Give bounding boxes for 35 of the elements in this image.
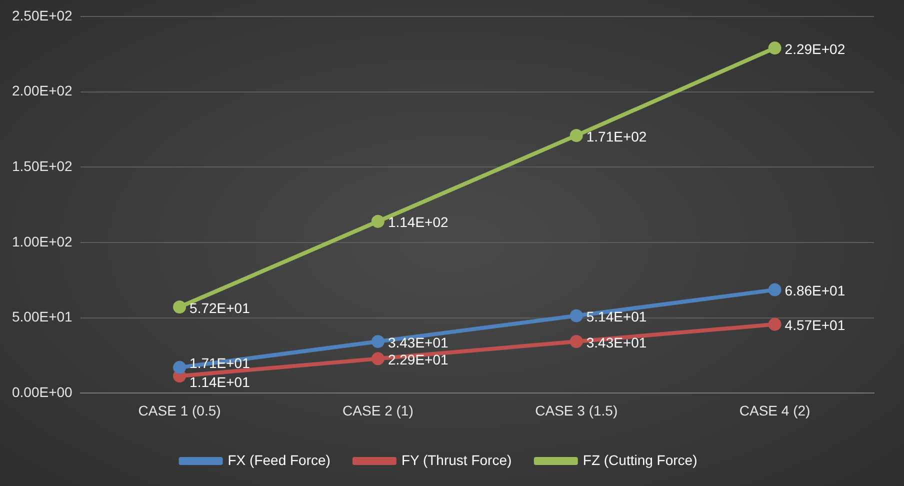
y-tick-label: 5.00E+01 [12, 308, 73, 325]
data-label: 2.29E+01 [388, 352, 449, 368]
point [173, 300, 186, 314]
legend-label: FX (Feed Force) [228, 452, 330, 468]
point [570, 335, 583, 348]
data-label: 3.43E+01 [586, 334, 647, 350]
y-tick-label: 1.00E+02 [12, 233, 73, 250]
x-tick-label: CASE 3 (1.5) [535, 402, 618, 418]
legend-label: FY (Thrust Force) [401, 452, 512, 468]
y-tick-label: 1.50E+02 [12, 158, 73, 174]
point [768, 283, 782, 296]
point [371, 352, 384, 366]
data-label: 2.29E+02 [784, 40, 846, 57]
x-tick-label: CASE 2 (1) [342, 402, 414, 418]
point [371, 214, 384, 228]
y-tick-label: 0.00E+00 [12, 384, 73, 400]
data-label: 1.71E+02 [586, 128, 647, 144]
data-label: 3.43E+01 [388, 334, 449, 350]
x-tick-label: CASE 4 (2) [739, 402, 810, 418]
data-label: 1.14E+02 [388, 214, 449, 230]
data-label: 4.57E+01 [784, 317, 846, 334]
data-label: 5.72E+01 [190, 300, 250, 316]
data-label: 5.14E+01 [586, 308, 647, 325]
data-label: 1.14E+01 [190, 374, 250, 390]
legend-label: FZ (Cutting Force) [582, 452, 698, 468]
x-tick-label: CASE 1 (0.5) [138, 402, 221, 418]
y-tick-label: 2.00E+02 [12, 82, 73, 99]
point [173, 360, 186, 374]
data-label: 6.86E+01 [784, 282, 846, 299]
point [570, 309, 583, 322]
point [768, 42, 782, 55]
point [371, 335, 384, 348]
point [768, 318, 782, 331]
point [570, 128, 583, 142]
y-tick-label: 2.50E+02 [12, 7, 73, 24]
